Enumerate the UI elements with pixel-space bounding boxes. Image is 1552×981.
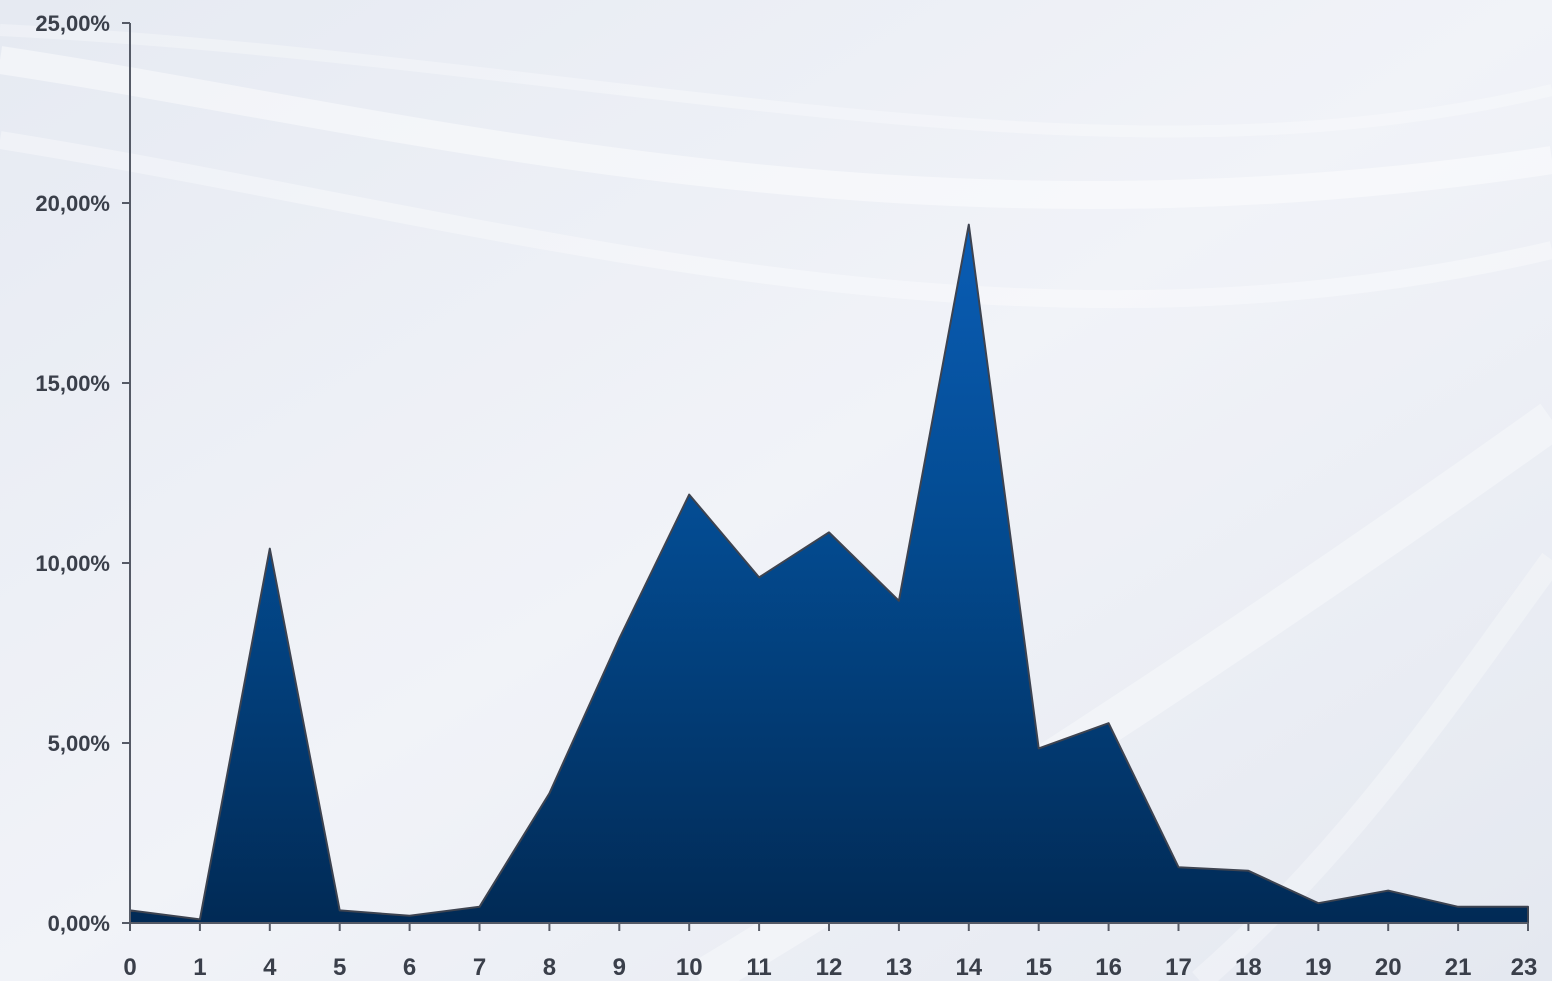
x-tick-label: 0 — [123, 954, 136, 981]
y-tick-label: 5,00% — [48, 731, 110, 756]
x-tick-label: 8 — [543, 954, 556, 981]
y-tick-label: 0,00% — [48, 911, 110, 936]
x-tick-label: 9 — [613, 954, 626, 981]
x-tick-label: 6 — [403, 954, 416, 981]
x-tick-label: 18 — [1235, 954, 1262, 981]
x-tick-label: 7 — [473, 954, 486, 981]
x-tick-label: 21 — [1445, 954, 1472, 981]
x-tick-label: 17 — [1165, 954, 1192, 981]
x-tick-label: 14 — [955, 954, 982, 981]
x-tick-label: 20 — [1375, 954, 1402, 981]
series-area — [129, 223, 1529, 924]
y-tick-label: 20,00% — [35, 191, 110, 216]
y-tick-label: 10,00% — [35, 551, 110, 576]
y-axis-ticks: 0,00% 5,00% 10,00% 15,00% 20,00% 25,00% — [35, 11, 130, 936]
x-tick-label: 5 — [333, 954, 346, 981]
x-tick-label: 16 — [1095, 954, 1122, 981]
x-tick-label: 4 — [263, 954, 277, 981]
x-tick-label: 1 — [193, 954, 206, 981]
x-tick-label: 19 — [1305, 954, 1332, 981]
x-tick-label: 11 — [746, 954, 771, 981]
y-tick-label: 25,00% — [35, 11, 110, 36]
x-tick-label: 13 — [886, 954, 913, 981]
x-axis-ticks: 0 1 4 5 6 7 8 9 10 11 12 13 14 15 16 17 18 19 20 21 23 — [123, 923, 1537, 981]
x-tick-label: 23 — [1511, 954, 1538, 981]
y-tick-label: 15,00% — [35, 371, 110, 396]
x-tick-label: 15 — [1025, 954, 1052, 981]
x-tick-label: 10 — [676, 954, 703, 981]
x-tick-label: 12 — [816, 954, 843, 981]
